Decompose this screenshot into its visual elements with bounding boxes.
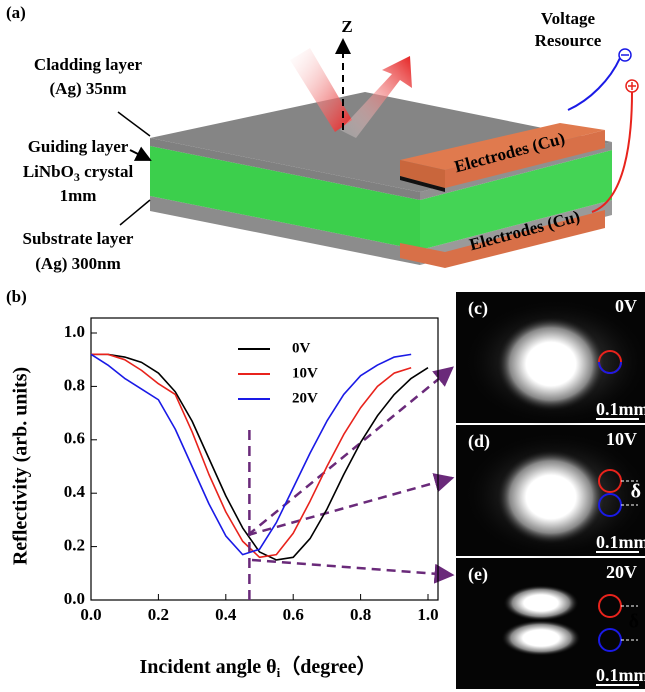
series-line bbox=[91, 354, 411, 557]
spot bbox=[501, 620, 581, 656]
pointer-substrate bbox=[120, 200, 150, 225]
legend-label: 10V bbox=[292, 365, 318, 381]
x-title-unit: （degree） bbox=[280, 655, 376, 678]
legend-label: 0V bbox=[292, 340, 311, 356]
voltage-label: 20V bbox=[606, 562, 637, 582]
axis-label: Z bbox=[341, 17, 352, 36]
beam-image: (d) 10V 0.1mm δ bbox=[456, 425, 645, 560]
scale-label: 0.1mm bbox=[596, 532, 645, 552]
panel-label: (a) bbox=[6, 3, 26, 22]
cladding-spec: (Ag) 35nm bbox=[50, 79, 127, 98]
voltage-label: Voltage bbox=[541, 9, 596, 28]
y-axis-title: Reflectivity (arb. units) bbox=[10, 367, 32, 565]
spot bbox=[496, 449, 606, 545]
x-tick-label: 0.2 bbox=[148, 605, 169, 624]
wire-neg bbox=[568, 58, 620, 110]
images: (c) 0V 0.1mm (d) 10V 0.1mm δ (e) 20V 0.1mm δ bbox=[456, 292, 645, 689]
x-tick-label: 0.4 bbox=[215, 605, 237, 624]
spot bbox=[503, 585, 579, 621]
x-tick-label: 0.0 bbox=[80, 605, 101, 624]
substrate-label: Substrate layer bbox=[23, 229, 134, 248]
y-tick-label: 1.0 bbox=[64, 322, 85, 341]
x-axis-title: Incident angle θi（degree） bbox=[139, 655, 376, 680]
shift-label: δ bbox=[631, 481, 641, 503]
cladding-label: Cladding layer bbox=[34, 55, 143, 74]
material-rest: crystal bbox=[80, 162, 134, 181]
panel-label: (d) bbox=[468, 431, 490, 452]
pointer-guiding bbox=[130, 150, 150, 160]
beam-image: (c) 0V 0.1mm bbox=[456, 292, 645, 427]
y-tick-label: 0.6 bbox=[64, 429, 85, 448]
guiding-material: LiNbO3 crystal bbox=[23, 162, 134, 184]
spot bbox=[496, 316, 606, 412]
schematic: (a) Z Voltage Resource Cladding layer (A… bbox=[6, 3, 638, 273]
voltage-label: 10V bbox=[606, 429, 637, 449]
resource-label: Resource bbox=[535, 31, 602, 50]
panel-label: (c) bbox=[468, 298, 488, 319]
x-title-main: Incident angle θ bbox=[139, 656, 276, 678]
substrate-spec: (Ag) 300nm bbox=[35, 254, 120, 273]
figure: (a) Z Voltage Resource Cladding layer (A… bbox=[0, 0, 645, 692]
panel-label: (b) bbox=[6, 287, 27, 306]
x-tick-label: 0.8 bbox=[350, 605, 371, 624]
scale-label: 0.1mm bbox=[596, 399, 645, 419]
beam-image: (e) 20V 0.1mm δ bbox=[456, 558, 645, 689]
series-line bbox=[91, 354, 428, 560]
chart: (b) Reflectivity (arb. units) Incident a… bbox=[6, 287, 452, 680]
y-tick-label: 0.8 bbox=[64, 375, 85, 394]
voltage-label: 0V bbox=[615, 296, 637, 316]
panel-label: (e) bbox=[468, 564, 488, 585]
x-tick-label: 1.0 bbox=[417, 605, 438, 624]
pointer-arrow bbox=[248, 478, 452, 535]
scale-label: 0.1mm bbox=[596, 665, 645, 685]
y-tick-label: 0.2 bbox=[64, 536, 85, 555]
x-tick-label: 0.6 bbox=[283, 605, 304, 624]
legend-label: 20V bbox=[292, 390, 318, 406]
guiding-label: Guiding layer bbox=[28, 137, 129, 156]
pointer-arrow bbox=[248, 368, 452, 535]
shift-label: δ bbox=[629, 611, 639, 633]
guiding-spec: 1mm bbox=[60, 186, 97, 205]
pointer-arrow bbox=[252, 560, 452, 575]
y-tick-label: 0.4 bbox=[64, 482, 86, 501]
series-line bbox=[91, 354, 411, 554]
pointer-cladding bbox=[118, 112, 150, 136]
material: LiNbO bbox=[23, 162, 74, 181]
